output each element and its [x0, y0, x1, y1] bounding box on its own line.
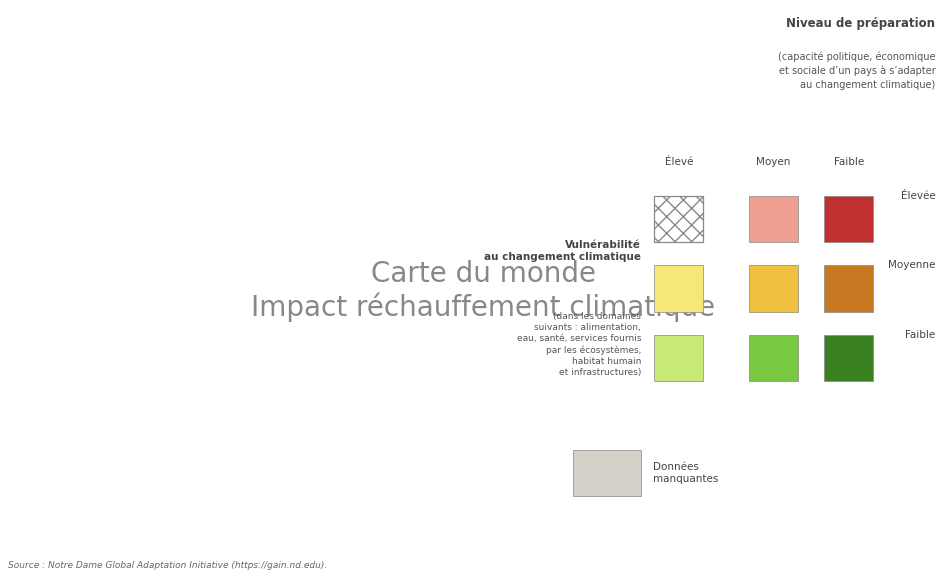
- FancyBboxPatch shape: [824, 196, 873, 242]
- FancyBboxPatch shape: [749, 196, 798, 242]
- Text: Élevée: Élevée: [901, 191, 935, 201]
- Text: Moyenne: Moyenne: [888, 260, 935, 271]
- FancyBboxPatch shape: [573, 450, 641, 496]
- Text: Moyen: Moyen: [756, 158, 790, 167]
- Text: Données
manquantes: Données manquantes: [653, 462, 718, 484]
- Text: Niveau de préparation: Niveau de préparation: [786, 17, 935, 31]
- Text: Vulnérabilité
au changement climatique: Vulnérabilité au changement climatique: [485, 240, 641, 262]
- FancyBboxPatch shape: [654, 335, 703, 381]
- FancyBboxPatch shape: [749, 265, 798, 312]
- FancyBboxPatch shape: [654, 196, 703, 242]
- FancyBboxPatch shape: [749, 335, 798, 381]
- Text: (capacité politique, économique
et sociale d’un pays à s’adapter
au changement c: (capacité politique, économique et socia…: [778, 52, 935, 89]
- FancyBboxPatch shape: [654, 265, 703, 312]
- Text: Faible: Faible: [905, 329, 935, 340]
- Text: Élevé: Élevé: [665, 158, 693, 167]
- Text: Carte du monde
Impact réchauffement climatique: Carte du monde Impact réchauffement clim…: [251, 260, 716, 323]
- Text: (dans les domaines
suivants : alimentation,
eau, santé, services fournis
par les: (dans les domaines suivants : alimentati…: [517, 312, 641, 377]
- Text: Source : Notre Dame Global Adaptation Initiative (https://gain.nd.edu).: Source : Notre Dame Global Adaptation In…: [8, 561, 327, 570]
- FancyBboxPatch shape: [824, 335, 873, 381]
- FancyBboxPatch shape: [824, 265, 873, 312]
- Text: Faible: Faible: [834, 158, 864, 167]
